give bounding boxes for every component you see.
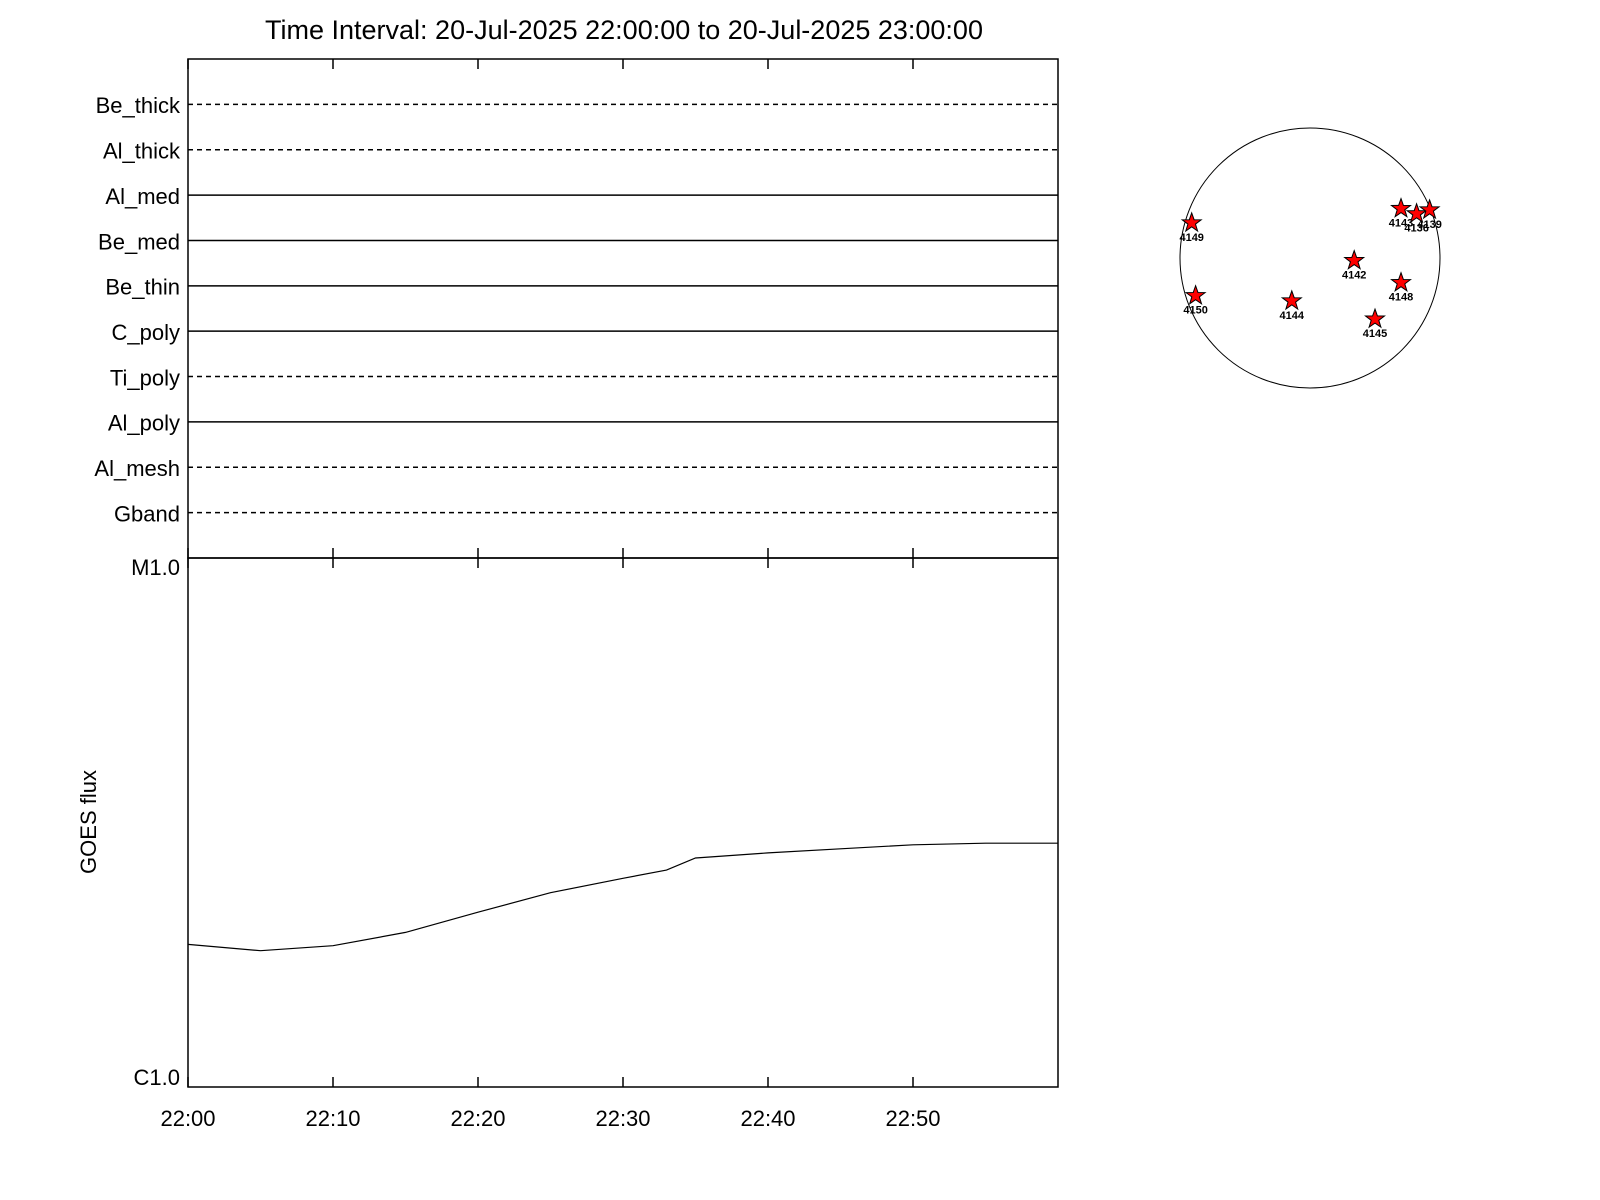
region-star (1390, 197, 1412, 218)
region-star (1343, 249, 1366, 270)
x-tick-label: 22:10 (305, 1106, 360, 1131)
x-tick-label: 22:40 (740, 1106, 795, 1131)
region-label: 4150 (1183, 305, 1207, 317)
filter-label: Al_poly (108, 411, 180, 436)
filter-label: Ti_poly (110, 365, 180, 390)
x-tick-label: 22:50 (885, 1106, 940, 1131)
x-tick-label: 22:20 (450, 1106, 505, 1131)
region-star (1280, 289, 1303, 311)
y-tick-label: C1.0 (134, 1065, 180, 1090)
filter-label: Al_med (105, 184, 180, 209)
region-label: 4142 (1342, 270, 1366, 282)
x-tick-label: 22:30 (595, 1106, 650, 1131)
region-label: 4144 (1280, 310, 1305, 322)
filter-label: Be_thick (96, 93, 181, 118)
filter-label: Be_thin (105, 275, 180, 300)
filter-label: Al_mesh (94, 456, 180, 481)
region-label: 4149 (1179, 232, 1203, 244)
region-label: 4143 (1389, 218, 1413, 230)
filter-label: C_poly (112, 320, 180, 345)
region-star (1364, 307, 1386, 329)
region-label: 4145 (1363, 328, 1387, 340)
region-star (1184, 284, 1207, 306)
region-label: 4136 (1404, 223, 1428, 235)
filter-label: Gband (114, 501, 180, 526)
x-tick-label: 22:00 (160, 1106, 215, 1131)
y-axis-label: GOES flux (76, 770, 101, 874)
region-label: 4139 (1417, 219, 1441, 231)
chart-title: Time Interval: 20-Jul-2025 22:00:00 to 2… (265, 15, 983, 45)
region-star (1405, 202, 1428, 224)
region-star (1390, 271, 1412, 293)
filter-label: Be_med (98, 229, 180, 254)
goes-curve (187, 842, 1058, 952)
filter-panel (187, 58, 1059, 559)
y-tick-label: M1.0 (131, 555, 180, 580)
filter-label: Al_thick (103, 139, 181, 164)
goes-panel (187, 557, 1059, 1088)
region-star (1180, 211, 1203, 233)
region-star (1418, 198, 1441, 220)
solar-disk (1179, 127, 1441, 389)
region-label: 4148 (1389, 292, 1413, 304)
